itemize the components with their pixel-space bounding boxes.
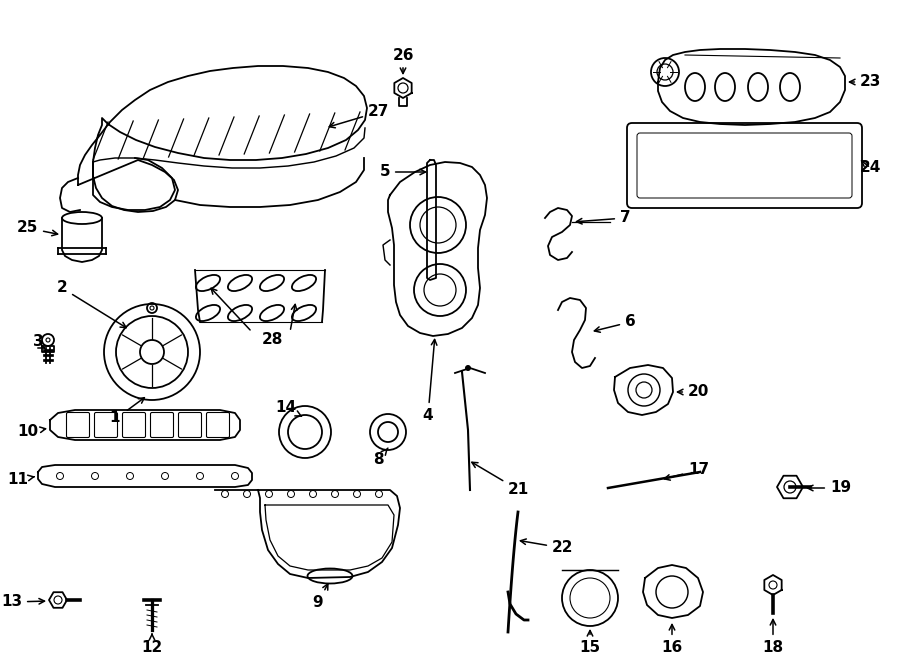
- Text: 11: 11: [7, 473, 34, 488]
- Text: 12: 12: [141, 634, 163, 655]
- Text: 22: 22: [520, 539, 573, 555]
- Text: 25: 25: [16, 221, 58, 236]
- Text: 8: 8: [373, 448, 388, 467]
- Text: 4: 4: [423, 340, 436, 423]
- Text: 15: 15: [580, 631, 600, 655]
- Text: 27: 27: [329, 104, 390, 128]
- Text: 16: 16: [662, 625, 682, 655]
- Text: 9: 9: [312, 584, 328, 610]
- Text: 20: 20: [678, 385, 709, 399]
- Circle shape: [465, 365, 471, 371]
- Text: 18: 18: [762, 619, 784, 655]
- Text: 7: 7: [577, 210, 631, 225]
- Text: 24: 24: [860, 161, 881, 176]
- Text: 21: 21: [472, 462, 529, 498]
- Text: 2: 2: [57, 280, 126, 328]
- Text: 13: 13: [1, 594, 44, 609]
- Text: 14: 14: [274, 401, 302, 416]
- Text: 10: 10: [17, 424, 46, 440]
- Text: 3: 3: [32, 334, 43, 350]
- Text: 23: 23: [850, 75, 881, 89]
- Text: 19: 19: [807, 481, 851, 496]
- Text: 1: 1: [110, 410, 121, 426]
- Text: 6: 6: [594, 315, 635, 332]
- Text: 26: 26: [392, 48, 414, 63]
- Text: 17: 17: [664, 463, 709, 480]
- Text: 28: 28: [261, 332, 283, 348]
- Text: 5: 5: [380, 165, 426, 180]
